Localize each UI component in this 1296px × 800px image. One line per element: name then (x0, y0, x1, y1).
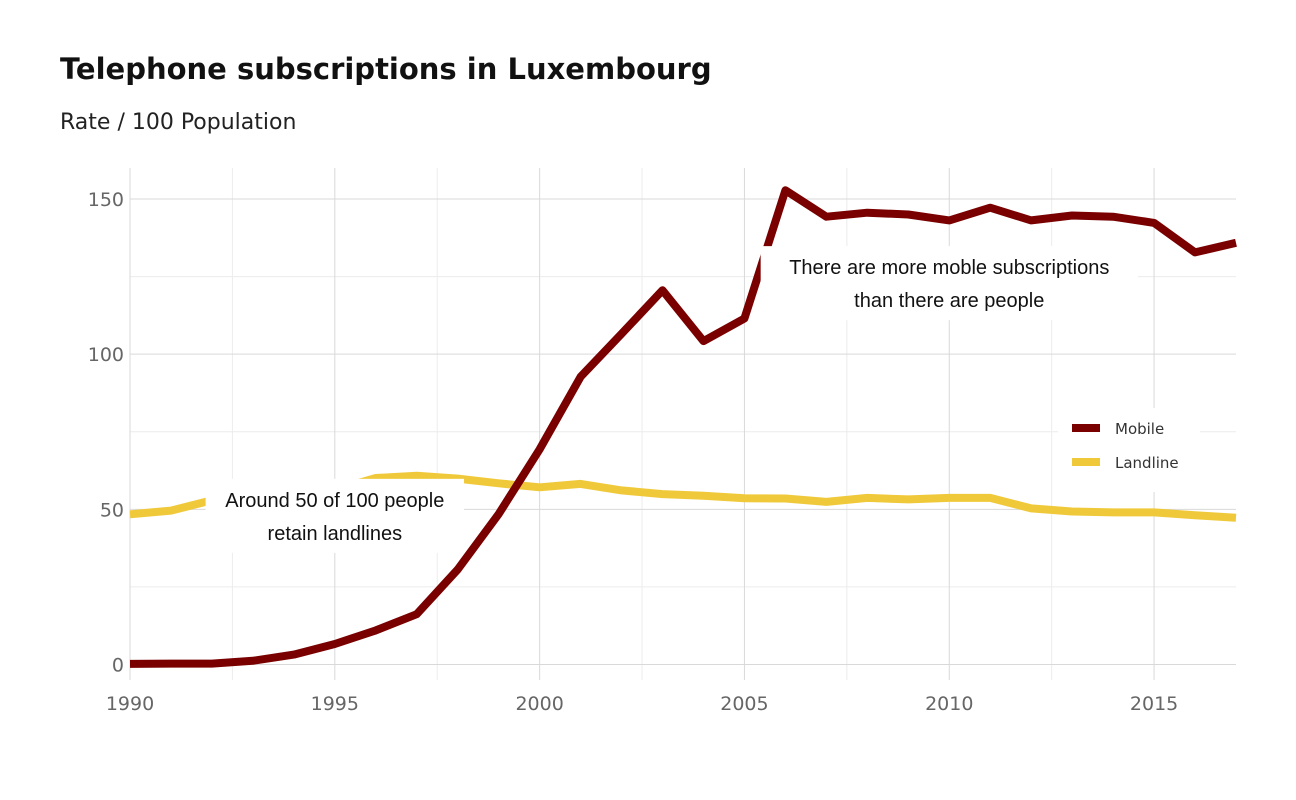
y-tick-label: 0 (112, 654, 124, 676)
chart-subtitle: Rate / 100 Population (60, 110, 297, 135)
y-tick-label: 50 (100, 499, 124, 521)
series-line-mobile (129, 186, 1237, 668)
x-tick-label: 2015 (1130, 693, 1178, 715)
legend-label-mobile: Mobile (1115, 420, 1164, 438)
annotation-text: retain landlines (268, 523, 403, 545)
chart-title: Telephone subscriptions in Luxembourg (60, 52, 712, 86)
legend-label-landline: Landline (1115, 454, 1179, 472)
x-tick-label: 2000 (515, 693, 563, 715)
legend-background (1058, 408, 1200, 492)
x-tick-label: 2005 (720, 693, 768, 715)
annotation-background (760, 246, 1138, 321)
annotation: There are more moble subscriptions than t… (760, 246, 1138, 321)
x-tick-label: 1995 (311, 693, 359, 715)
legend: Mobile Landline (1058, 408, 1200, 492)
annotation-text: There are more moble subscriptions (789, 257, 1109, 279)
y-axis: 0 50 100 150 (88, 189, 124, 676)
annotation: Around 50 of 100 people retain landlines (205, 478, 465, 553)
annotation-text: than there are people (854, 290, 1044, 312)
grid (129, 168, 1236, 680)
x-tick-label: 2010 (925, 693, 973, 715)
y-tick-label: 150 (88, 189, 124, 211)
annotations: There are more moble subscriptions than t… (205, 246, 1138, 553)
x-axis: 1990 1995 2000 2005 2010 2015 (106, 693, 1178, 715)
annotation-text: Around 50 of 100 people (225, 490, 444, 512)
y-tick-label: 100 (88, 344, 124, 366)
x-tick-label: 1990 (106, 693, 154, 715)
annotation-background (205, 478, 465, 553)
